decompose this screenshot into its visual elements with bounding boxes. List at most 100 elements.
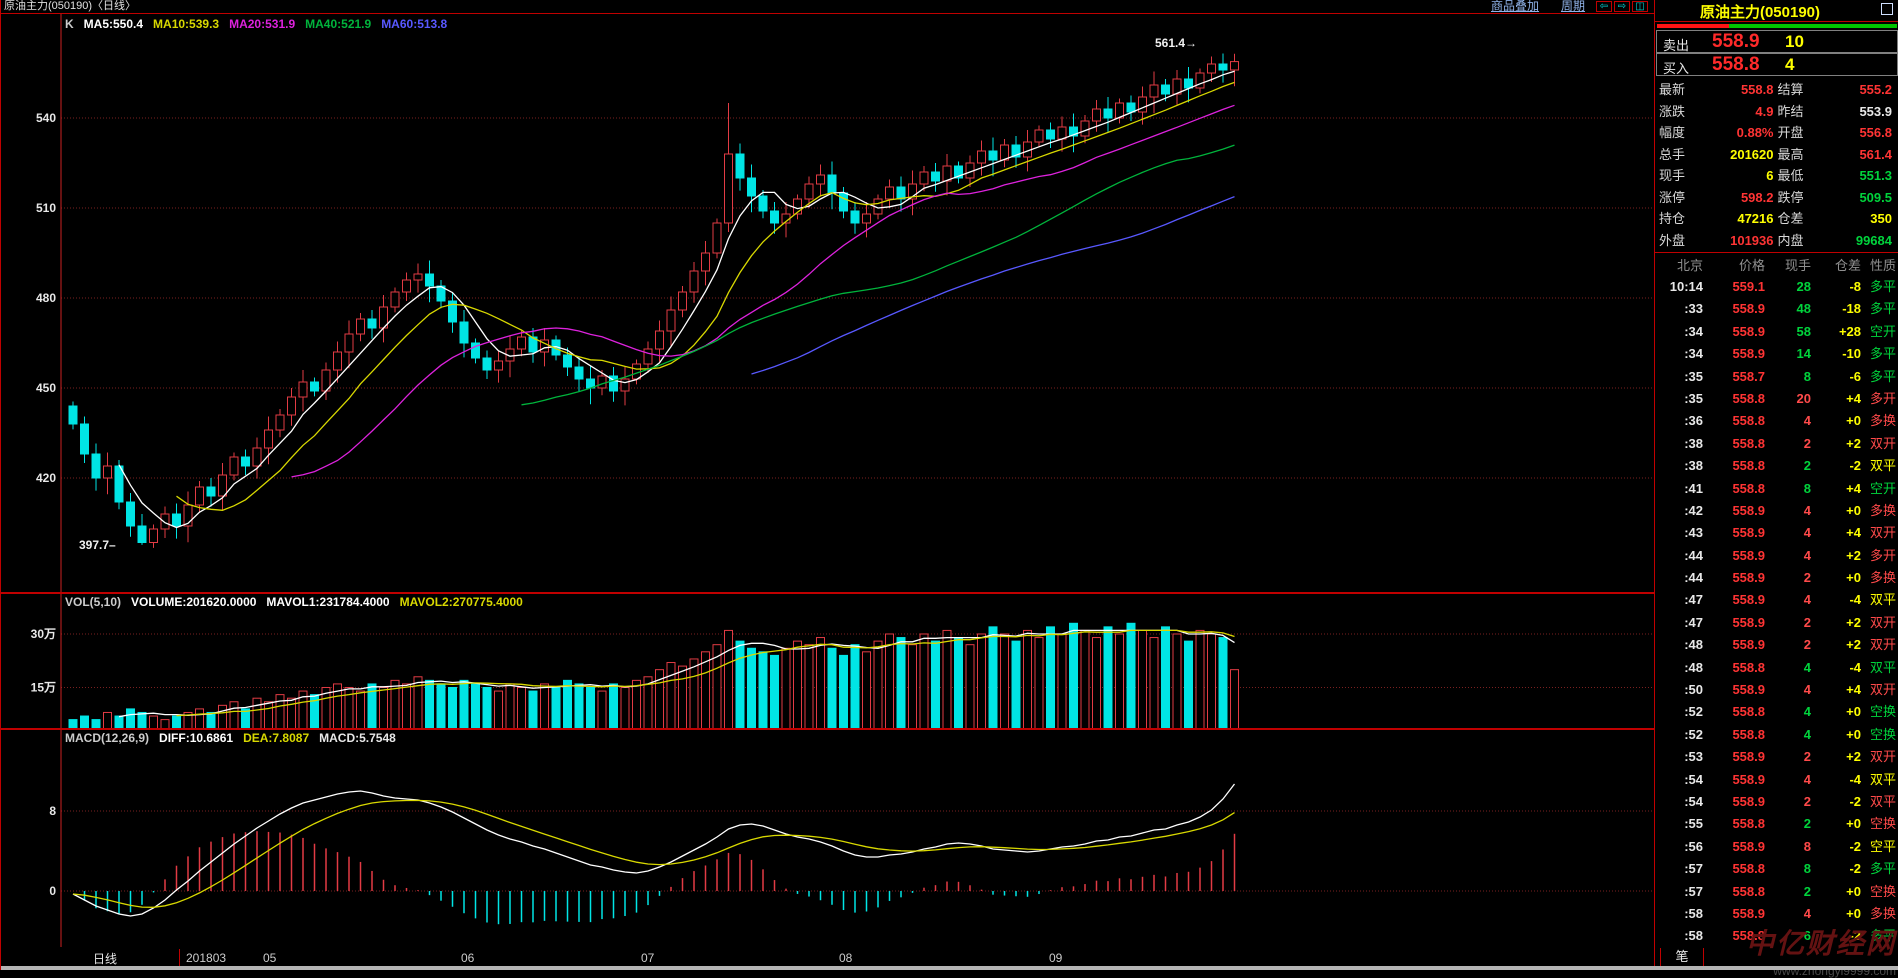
list-header-cell: 性质: [1869, 258, 1896, 273]
indicator-value: DEA:7.8087: [243, 731, 310, 745]
tick-row[interactable]: :48 558.8 4 -4 双平: [1659, 657, 1896, 679]
prev-arrow-icon[interactable]: ⇦: [1596, 1, 1612, 12]
tick-row[interactable]: :56 558.9 8 -2 空平: [1659, 836, 1896, 858]
volume-bar: [1218, 637, 1228, 728]
volume-bar: [712, 644, 722, 728]
volume-bar: [1230, 669, 1239, 728]
tick-price: 558.9: [1732, 637, 1765, 653]
volume-bar: [1126, 622, 1136, 728]
tick-row[interactable]: :57 558.8 8 -2 多平: [1659, 858, 1896, 880]
tick-oi-delta: +2: [1846, 614, 1861, 630]
tick-volume: 6: [1803, 928, 1811, 944]
tick-row[interactable]: :53 558.9 2 +2 双开: [1659, 746, 1896, 768]
tick-volume: 8: [1803, 838, 1811, 854]
tick-row[interactable]: :38 558.8 2 +2 双开: [1659, 433, 1896, 455]
bottom-bar-separator: [179, 949, 180, 966]
overlay-link[interactable]: 商品叠加: [1491, 0, 1540, 13]
tick-row[interactable]: 10:14 559.1 28 -8 多平: [1659, 276, 1896, 298]
tick-row[interactable]: :34 558.9 58 +28 空开: [1659, 321, 1896, 343]
candle-body: [1207, 63, 1216, 74]
kline-chart[interactable]: 540 510 480 450 420: [1, 14, 1654, 592]
bid-label: 买入: [1663, 61, 1690, 76]
tick-row[interactable]: :52 558.8 4 +0 空换: [1659, 724, 1896, 746]
tick-row[interactable]: :48 558.9 2 +2 双开: [1659, 634, 1896, 656]
tick-volume: 4: [1803, 905, 1811, 921]
tick-row[interactable]: :35 558.8 20 +4 多开: [1659, 388, 1896, 410]
tick-row[interactable]: :54 558.9 4 -4 双平: [1659, 769, 1896, 791]
quote-panel: 原油主力(050190) 卖出 558.9 10 买入 558.8 4 最新 55…: [1654, 0, 1898, 970]
volume-chart[interactable]: 30万 15万: [1, 594, 1654, 728]
volume-bar: [1115, 633, 1124, 728]
dea-line: [72, 799, 1235, 908]
tick-row[interactable]: :34 558.9 14 -10 多平: [1659, 343, 1896, 365]
quote-label: 开盘: [1777, 125, 1804, 140]
window-title: 原油主力(050190)〈日线〉: [4, 0, 137, 12]
tick-oi-delta: -4: [1849, 771, 1861, 787]
tick-row[interactable]: :36 558.8 4 +0 多换: [1659, 410, 1896, 432]
candle-body: [908, 183, 917, 200]
tick-row[interactable]: :44 558.9 2 +0 多换: [1659, 567, 1896, 589]
tick-price: 558.9: [1732, 905, 1765, 921]
candle-body: [482, 357, 492, 371]
tick-oi-delta: -4: [1849, 659, 1861, 675]
chart-region[interactable]: K MA5:550.4 MA10:539.3 MA20:531.9 MA40:521.9…: [1, 14, 1654, 949]
tick-row[interactable]: :55 558.8 2 +0 空换: [1659, 813, 1896, 835]
indicator-value: MA60:513.8: [381, 17, 448, 31]
tick-nature: 多平: [1869, 301, 1896, 317]
volume-bar: [333, 683, 342, 728]
tick-row[interactable]: :52 558.8 4 +0 空换: [1659, 701, 1896, 723]
volume-bar: [160, 719, 170, 728]
tick-oi-delta: +0: [1846, 905, 1861, 921]
tick-row[interactable]: :47 558.9 4 -4 双平: [1659, 589, 1896, 611]
restore-window-icon[interactable]: [1881, 3, 1893, 15]
split-view-icon[interactable]: ◫: [1632, 1, 1648, 12]
volume-bar: [758, 651, 768, 728]
tick-volume: 2: [1803, 435, 1811, 451]
tick-row[interactable]: :43 558.9 4 +4 双开: [1659, 522, 1896, 544]
volume-bar: [597, 690, 607, 728]
candle-body: [1069, 126, 1078, 137]
tick-price: 558.9: [1732, 570, 1765, 586]
bid-row[interactable]: 买入 558.8 4: [1656, 53, 1898, 76]
volume-bar: [68, 719, 78, 728]
candle-body: [252, 447, 262, 467]
tick-list[interactable]: 10:14 559.1 28 -8 多平:33 558.9 48 -18 多平:34 558.9 5…: [1659, 276, 1896, 948]
tick-price: 559.1: [1732, 279, 1765, 294]
tick-price: 558.8: [1732, 413, 1765, 429]
tick-row[interactable]: :57 558.8 2 +0 空换: [1659, 881, 1896, 903]
candle-body: [816, 174, 825, 185]
tick-volume: 14: [1796, 346, 1811, 362]
quote-label: 结算: [1777, 82, 1804, 97]
tick-nature: 空换: [1869, 726, 1896, 742]
macd-chart[interactable]: 80: [1, 730, 1654, 947]
ask-row[interactable]: 卖出 558.9 10: [1656, 30, 1898, 53]
tick-row[interactable]: :42 558.9 4 +0 多换: [1659, 500, 1896, 522]
candle-body: [804, 183, 814, 200]
tick-volume: 2: [1803, 749, 1811, 765]
quote-label: 幅度: [1659, 125, 1686, 140]
quote-label: 涨跌: [1659, 103, 1686, 119]
volume-bar: [1149, 637, 1159, 728]
tick-row[interactable]: :54 558.9 2 -2 双平: [1659, 791, 1896, 813]
tick-row[interactable]: :38 558.8 2 -2 双平: [1659, 455, 1896, 477]
tick-row[interactable]: :35 558.7 8 -6 多平: [1659, 366, 1896, 388]
volume-bar: [793, 640, 802, 728]
tick-row[interactable]: :50 558.9 4 +4 双开: [1659, 679, 1896, 701]
tick-volume: 4: [1803, 547, 1811, 563]
tick-row[interactable]: :44 558.9 4 +2 多开: [1659, 545, 1896, 567]
tick-row[interactable]: :41 558.8 8 +4 空开: [1659, 478, 1896, 500]
volume-bar: [379, 686, 388, 728]
period-link[interactable]: 周期: [1561, 0, 1586, 13]
tick-row[interactable]: :47 558.9 2 +2 双开: [1659, 612, 1896, 634]
candle-body: [1080, 120, 1090, 137]
tick-row[interactable]: :58 558.8 6 -2 多平: [1659, 925, 1896, 947]
tick-row[interactable]: :33 558.9 48 -18 多平: [1659, 298, 1896, 320]
candle-body: [643, 348, 653, 365]
next-arrow-icon[interactable]: ⇨: [1614, 1, 1630, 12]
tick-tab[interactable]: 笔: [1660, 948, 1704, 968]
list-separator: [1655, 252, 1898, 253]
tick-price: 558.8: [1732, 816, 1765, 832]
period-tab[interactable]: 日线: [93, 952, 118, 966]
volume-bar: [482, 686, 492, 728]
tick-row[interactable]: :58 558.9 4 +0 多换: [1659, 903, 1896, 925]
